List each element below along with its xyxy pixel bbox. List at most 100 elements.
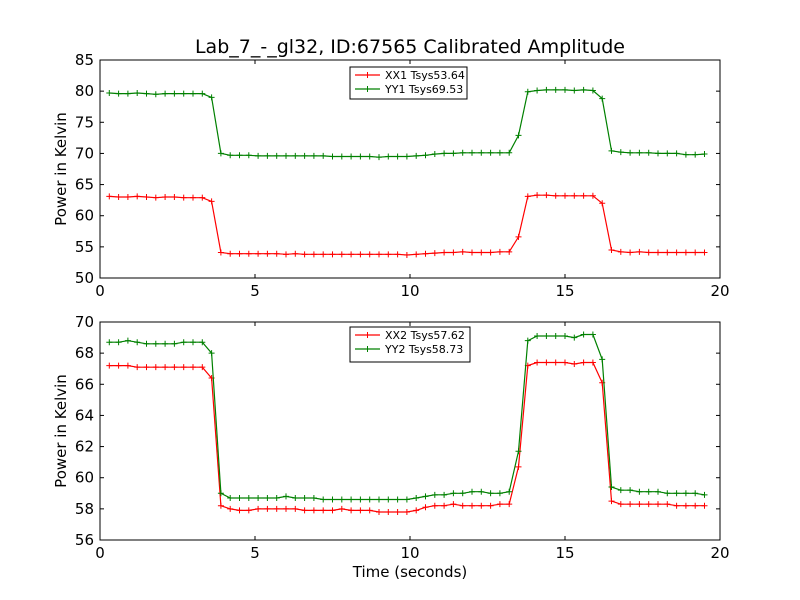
data-point <box>171 340 178 347</box>
data-point <box>348 507 355 514</box>
data-point <box>692 502 699 509</box>
y-tick-label: 75 <box>75 113 94 131</box>
data-point <box>608 147 615 154</box>
data-point <box>524 337 531 344</box>
data-point <box>162 90 169 97</box>
data-point <box>152 340 159 347</box>
data-point <box>338 153 345 160</box>
data-point <box>580 86 587 93</box>
data-point <box>134 339 141 346</box>
data-point <box>534 87 541 94</box>
data-point <box>636 248 643 255</box>
data-point <box>236 494 243 501</box>
data-point <box>645 249 652 256</box>
legend-label: XX1 Tsys53.64 <box>385 69 465 82</box>
data-point <box>245 507 252 514</box>
data-point <box>264 250 271 257</box>
data-point <box>190 194 196 201</box>
data-point <box>543 86 550 93</box>
data-point <box>682 502 689 509</box>
data-point <box>506 501 513 508</box>
data-point <box>562 333 568 340</box>
data-point <box>543 192 550 199</box>
data-point <box>459 502 466 509</box>
data-point <box>199 339 206 346</box>
data-point <box>115 194 122 201</box>
legend-box <box>349 326 471 363</box>
data-point <box>255 152 262 159</box>
data-point <box>450 490 457 497</box>
data-point <box>627 501 634 508</box>
data-point <box>431 502 438 509</box>
data-point <box>171 90 178 97</box>
data-point <box>301 507 308 514</box>
y-tick-label: 60 <box>75 469 94 487</box>
data-point <box>487 249 494 256</box>
data-point <box>701 491 708 498</box>
data-point <box>701 249 708 256</box>
data-point <box>283 493 289 500</box>
data-point <box>636 488 643 495</box>
data-point <box>376 496 382 503</box>
data-point <box>292 494 299 501</box>
data-point <box>292 505 299 512</box>
legend-marker <box>364 86 371 92</box>
data-point <box>152 194 159 201</box>
data-point <box>617 248 624 255</box>
data-point <box>608 246 615 253</box>
legend-label: XX2 Tsys57.62 <box>385 329 465 342</box>
data-point <box>441 249 448 256</box>
data-point <box>190 339 196 346</box>
data-point <box>441 491 448 498</box>
data-point <box>682 151 689 158</box>
data-point <box>245 152 252 159</box>
data-point <box>394 153 401 160</box>
series-line <box>109 361 705 513</box>
data-point <box>636 501 643 508</box>
data-point <box>552 359 559 366</box>
data-point <box>496 149 503 156</box>
data-point <box>608 498 615 505</box>
legend-marker <box>364 332 371 338</box>
data-point <box>143 90 150 97</box>
data-point <box>571 87 578 94</box>
data-point <box>366 153 373 160</box>
data-point <box>487 490 494 497</box>
data-point <box>506 149 513 156</box>
data-point <box>599 356 606 363</box>
data-point <box>348 251 355 258</box>
data-point <box>180 194 187 201</box>
data-point <box>217 249 224 256</box>
data-point <box>366 251 373 258</box>
data-point <box>413 494 420 501</box>
data-point <box>655 488 661 495</box>
y-tick-label: 65 <box>75 176 94 194</box>
data-point <box>227 250 234 257</box>
data-point <box>469 249 475 256</box>
data-point <box>394 496 401 503</box>
data-point <box>190 364 196 371</box>
y-tick-label: 70 <box>75 313 94 331</box>
x-tick-label: 15 <box>555 282 574 300</box>
data-point <box>115 339 122 346</box>
data-point <box>441 150 448 157</box>
legend-box <box>349 66 468 100</box>
data-point <box>348 496 355 503</box>
x-axis-label: Time (seconds) <box>352 563 468 581</box>
data-point <box>310 152 317 159</box>
data-point <box>673 249 680 256</box>
data-point <box>450 501 457 508</box>
data-point <box>627 249 634 256</box>
data-point <box>562 359 568 366</box>
data-point <box>534 359 541 366</box>
data-point <box>162 194 169 201</box>
data-point <box>552 86 559 93</box>
y-axis-label: Power in Kelvin <box>52 112 70 226</box>
data-point <box>534 192 541 199</box>
data-point <box>655 150 661 157</box>
data-point <box>320 152 327 159</box>
data-point <box>506 248 513 255</box>
data-point <box>292 152 299 159</box>
series-line <box>109 194 705 256</box>
